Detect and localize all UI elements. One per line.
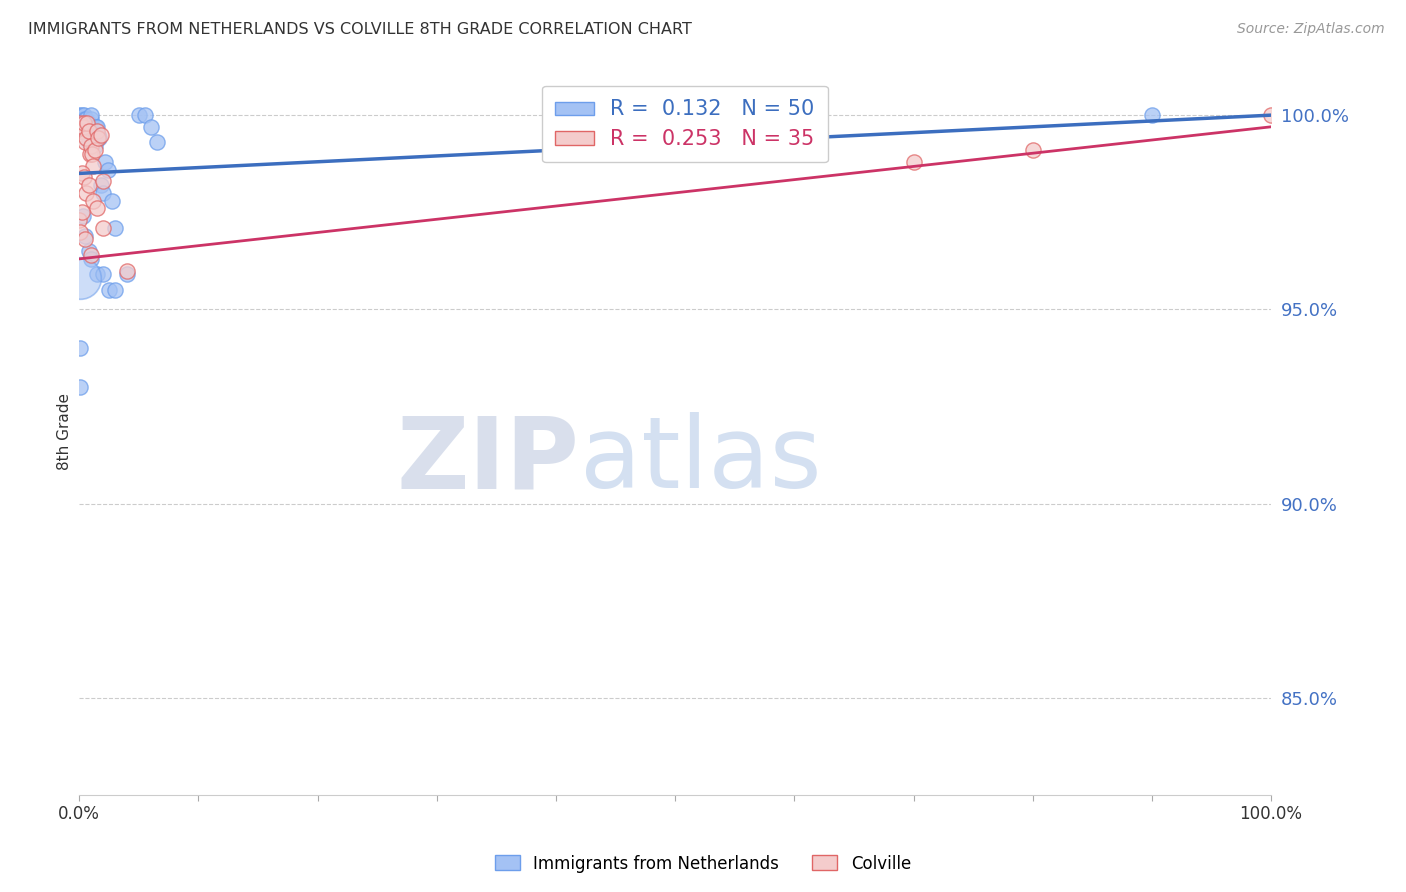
Point bbox=[86, 202, 108, 216]
Point bbox=[69, 225, 91, 239]
Point bbox=[75, 120, 97, 134]
Point bbox=[115, 263, 138, 277]
Point bbox=[80, 112, 103, 126]
Point bbox=[91, 174, 114, 188]
Point bbox=[1260, 108, 1282, 122]
Point bbox=[86, 120, 108, 134]
Point bbox=[75, 112, 97, 126]
Point bbox=[69, 380, 91, 394]
Point bbox=[79, 120, 101, 134]
Point bbox=[86, 124, 108, 138]
Point bbox=[69, 116, 91, 130]
Point bbox=[83, 139, 105, 153]
Point bbox=[134, 108, 156, 122]
Point bbox=[91, 220, 114, 235]
Point bbox=[97, 162, 120, 177]
Point bbox=[91, 186, 114, 200]
Point bbox=[115, 268, 138, 282]
Text: atlas: atlas bbox=[579, 412, 821, 509]
Point bbox=[89, 131, 111, 145]
Point bbox=[73, 116, 96, 130]
Point bbox=[104, 283, 127, 297]
Point bbox=[76, 116, 98, 130]
Point bbox=[664, 131, 686, 145]
Point bbox=[70, 108, 93, 122]
Point bbox=[80, 252, 103, 266]
Point bbox=[77, 136, 100, 150]
Point bbox=[73, 170, 96, 185]
Point bbox=[72, 209, 94, 223]
Point bbox=[75, 186, 97, 200]
Point bbox=[97, 283, 120, 297]
Point bbox=[84, 120, 107, 134]
Point bbox=[80, 248, 103, 262]
Point bbox=[70, 205, 93, 219]
Point bbox=[69, 341, 91, 355]
Point bbox=[73, 108, 96, 122]
Point bbox=[87, 131, 110, 145]
Point bbox=[75, 232, 97, 246]
Point bbox=[91, 268, 114, 282]
Point bbox=[72, 112, 94, 126]
Point bbox=[82, 159, 104, 173]
Text: IMMIGRANTS FROM NETHERLANDS VS COLVILLE 8TH GRADE CORRELATION CHART: IMMIGRANTS FROM NETHERLANDS VS COLVILLE … bbox=[28, 22, 692, 37]
Point bbox=[101, 194, 124, 208]
Point bbox=[75, 131, 97, 145]
Point bbox=[83, 143, 105, 157]
Point bbox=[90, 178, 112, 192]
Point bbox=[128, 108, 150, 122]
Point bbox=[77, 116, 100, 130]
Point bbox=[1140, 108, 1163, 122]
Point bbox=[783, 139, 806, 153]
Point bbox=[80, 139, 103, 153]
Point bbox=[75, 124, 97, 138]
Point bbox=[94, 154, 117, 169]
Legend: R =  0.132   N = 50, R =  0.253   N = 35: R = 0.132 N = 50, R = 0.253 N = 35 bbox=[541, 86, 828, 162]
Point bbox=[139, 120, 162, 134]
Point bbox=[75, 112, 97, 126]
Point bbox=[67, 108, 90, 122]
Text: ZIP: ZIP bbox=[396, 412, 579, 509]
Legend: Immigrants from Netherlands, Colville: Immigrants from Netherlands, Colville bbox=[488, 848, 918, 880]
Y-axis label: 8th Grade: 8th Grade bbox=[58, 393, 72, 470]
Point bbox=[77, 244, 100, 259]
Point bbox=[77, 178, 100, 192]
Point bbox=[77, 124, 100, 138]
Point bbox=[76, 116, 98, 130]
Point bbox=[86, 268, 108, 282]
Point bbox=[1021, 143, 1043, 157]
Point bbox=[82, 131, 104, 145]
Point bbox=[72, 120, 94, 134]
Point bbox=[82, 136, 104, 150]
Point bbox=[82, 194, 104, 208]
Point bbox=[79, 124, 101, 138]
Point bbox=[75, 228, 97, 243]
Point bbox=[69, 116, 91, 130]
Point bbox=[72, 120, 94, 134]
Point bbox=[70, 120, 93, 134]
Point bbox=[82, 147, 104, 161]
Point bbox=[79, 147, 101, 161]
Point bbox=[73, 116, 96, 130]
Point bbox=[903, 154, 925, 169]
Point bbox=[104, 220, 127, 235]
Point bbox=[75, 136, 97, 150]
Point bbox=[70, 166, 93, 180]
Point bbox=[69, 124, 91, 138]
Point bbox=[80, 108, 103, 122]
Text: Source: ZipAtlas.com: Source: ZipAtlas.com bbox=[1237, 22, 1385, 37]
Point bbox=[87, 128, 110, 142]
Point bbox=[76, 124, 98, 138]
Point bbox=[70, 124, 93, 138]
Point bbox=[67, 213, 90, 227]
Point bbox=[69, 271, 91, 285]
Point bbox=[145, 136, 167, 150]
Point bbox=[90, 128, 112, 142]
